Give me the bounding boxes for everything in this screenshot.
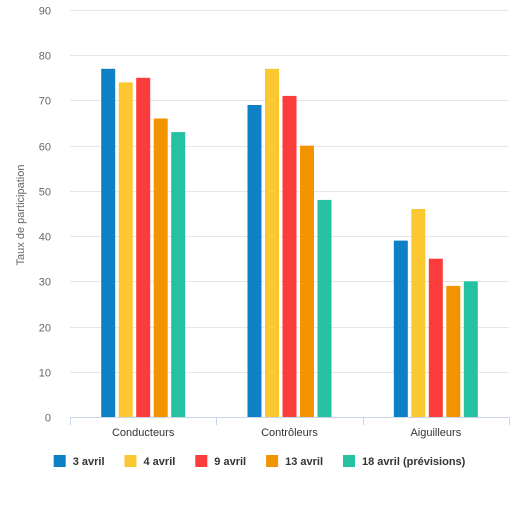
legend-item[interactable]: 13 avril [266, 455, 323, 468]
y-tick-label: 70 [39, 96, 51, 108]
bar[interactable] [171, 132, 186, 417]
x-tick-label: Contrôleurs [261, 427, 318, 439]
bar[interactable] [317, 199, 332, 417]
legend-swatch [195, 455, 208, 467]
bars [101, 68, 478, 418]
y-tick-label: 40 [39, 232, 51, 244]
legend-label: 18 avril (prévisions) [362, 456, 466, 468]
y-tick-label: 10 [39, 368, 51, 380]
y-tick-label: 80 [39, 51, 51, 63]
legend-label: 9 avril [214, 456, 246, 468]
legend-item[interactable]: 4 avril [124, 455, 176, 468]
bar[interactable] [136, 77, 151, 418]
y-tick-label: 60 [39, 142, 51, 154]
legend: 3 avril 4 avril 9 avril 13 avril 18 avril (p… [53, 455, 466, 468]
bar[interactable] [282, 95, 297, 418]
y-tick-label: 20 [39, 323, 51, 335]
x-axis: Conducteurs Contrôleurs Aiguilleurs [70, 417, 510, 439]
bar[interactable] [101, 68, 116, 418]
bar[interactable] [428, 258, 443, 417]
legend-item[interactable]: 18 avril (prévisions) [343, 455, 466, 468]
y-tick-label: 30 [39, 277, 51, 289]
x-tick-label: Aiguilleurs [410, 427, 461, 439]
x-tick-label: Conducteurs [112, 427, 175, 439]
y-tick-label: 0 [45, 413, 51, 425]
y-axis-title: Taux de participation [15, 165, 27, 266]
y-tick-label: 50 [39, 187, 51, 199]
legend-swatch [266, 455, 279, 467]
y-tick-label: 90 [39, 6, 51, 18]
legend-label: 4 avril [144, 456, 176, 468]
bar[interactable] [265, 68, 279, 418]
legend-label: 3 avril [73, 456, 105, 468]
legend-swatch [343, 455, 355, 467]
bar[interactable] [153, 118, 168, 418]
y-axis-ticks: 0 10 20 30 40 50 60 70 80 90 [39, 6, 51, 425]
bar[interactable] [393, 240, 408, 417]
legend-item[interactable]: 9 avril [195, 455, 246, 468]
bar[interactable] [411, 209, 426, 417]
legend-item[interactable]: 3 avril [53, 455, 105, 468]
bar[interactable] [463, 281, 478, 417]
legend-swatch [124, 455, 137, 467]
bar[interactable] [247, 105, 262, 417]
bar[interactable] [118, 82, 133, 418]
bar[interactable] [446, 285, 461, 417]
legend-swatch [53, 455, 66, 467]
legend-label: 13 avril [285, 456, 323, 468]
bar[interactable] [300, 145, 314, 417]
